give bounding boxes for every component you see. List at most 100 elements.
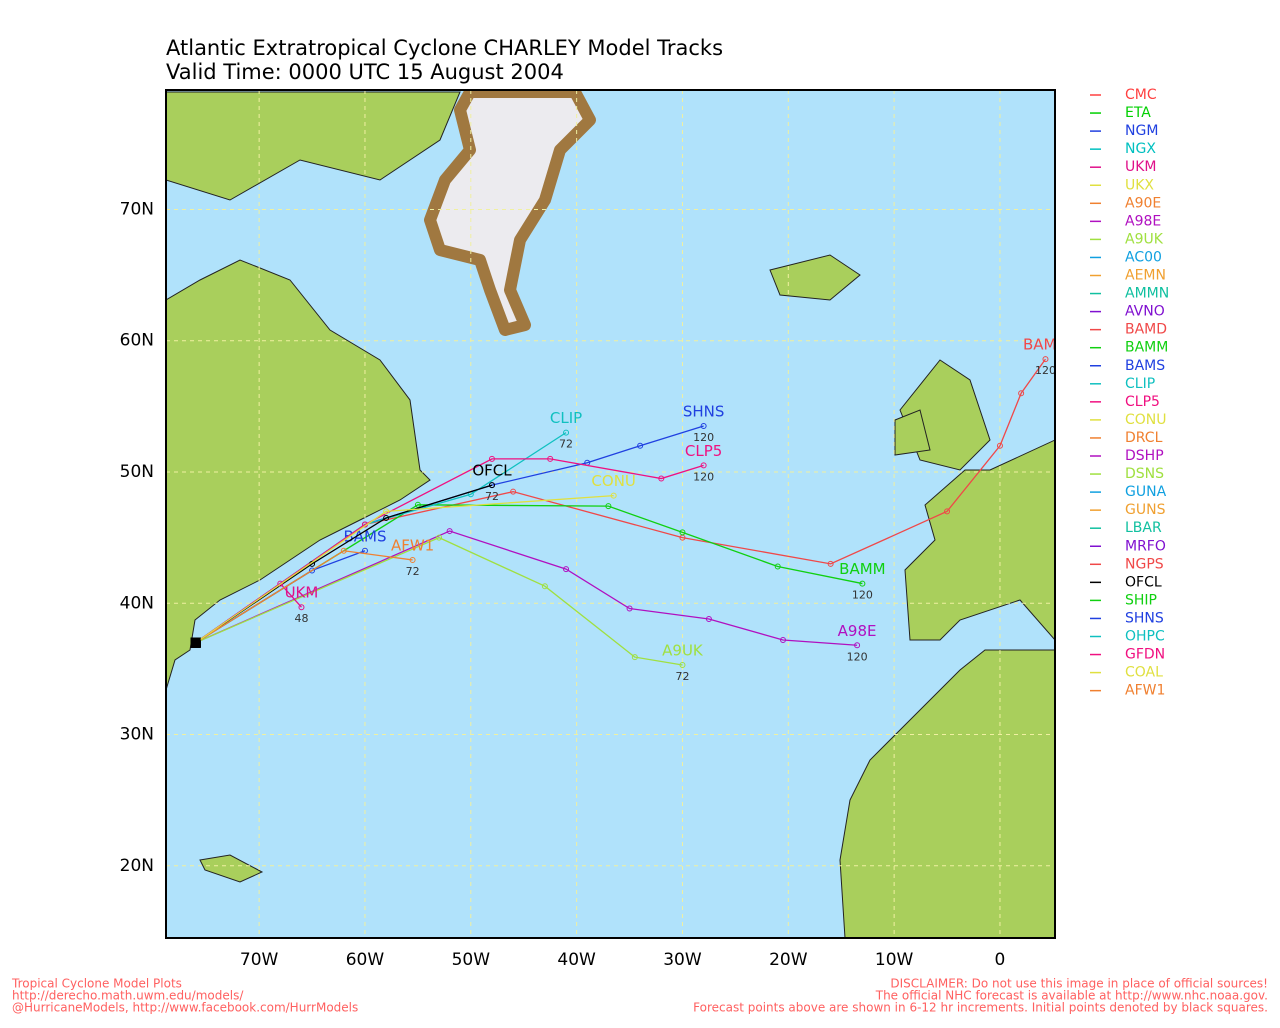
x-tick-label: 10W: [875, 950, 914, 970]
legend-label: A98E: [1125, 213, 1161, 229]
forecast-point: [610, 492, 617, 499]
legend-label: AMMN: [1125, 286, 1169, 302]
track-label: A9UK: [662, 641, 704, 659]
track-label: BAMM: [839, 560, 885, 578]
forecast-point: [409, 556, 416, 563]
tracks: BAMD120BAMM120BAMSA98E120A9UK72SHNS120CL…: [190, 336, 1055, 683]
forecast-point: [414, 501, 421, 508]
legend-label: BAMD: [1125, 322, 1167, 338]
forecast-point: [637, 442, 644, 449]
legend-label: NGM: [1125, 123, 1158, 139]
y-tick-label: 70N: [120, 199, 154, 219]
x-tick-label: 0: [995, 950, 1006, 970]
legend-label: SHIP: [1125, 592, 1157, 608]
forecast-point: [944, 508, 951, 515]
forecast-point: [277, 580, 284, 587]
legend-label: AEMN: [1125, 268, 1166, 284]
track: [195, 536, 683, 666]
forecast-point: [700, 462, 707, 469]
footer: Tropical Cyclone Model Plotshttp://derec…: [11, 977, 1268, 1015]
forecast-point: [605, 503, 612, 510]
track: [195, 550, 413, 644]
map-frame: [165, 89, 1056, 939]
y-tick-label: 30N: [120, 725, 154, 745]
track-label: AFW1: [391, 536, 434, 554]
legend-label: AVNO: [1125, 304, 1165, 320]
track: [195, 504, 863, 644]
forecast-point: [383, 514, 390, 521]
footer-right: The official NHC forecast is available a…: [875, 989, 1268, 1003]
legend-label: SHNS: [1125, 610, 1164, 626]
greenland: [424, 90, 596, 336]
forecast-point: [780, 637, 787, 644]
track-label: A98E: [838, 622, 877, 640]
hour-label: 72: [559, 438, 573, 451]
track: [195, 530, 858, 646]
legend-label: ETA: [1125, 105, 1151, 121]
legend-label: DSHP: [1125, 448, 1164, 464]
legend-label: BAMS: [1125, 358, 1165, 374]
forecast-point: [854, 642, 861, 649]
forecast-point: [996, 442, 1003, 449]
legend-label: CONU: [1125, 412, 1167, 428]
legend-label: DSNS: [1125, 466, 1164, 482]
track-label: OFCL: [472, 462, 512, 480]
track-label: CONU: [591, 472, 635, 490]
track-label: SHNS: [683, 403, 725, 421]
y-tick-label: 60N: [120, 331, 154, 351]
hour-label: 72: [406, 565, 420, 578]
legend-label: A90E: [1125, 195, 1161, 211]
legend: CMC ETA NGM NGX UKM UKX A90E A98E A9UK AC00 AEMN AM…: [1090, 87, 1169, 699]
forecast-point: [658, 475, 665, 482]
subtitle: Valid Time: 0000 UTC 15 August 2004: [166, 60, 564, 84]
footer-right: Forecast points above are shown in 6-12 …: [693, 1001, 1268, 1015]
forecast-point: [309, 567, 316, 574]
legend-label: CLIP: [1125, 376, 1155, 392]
x-tick-label: 60W: [346, 950, 385, 970]
forecast-point: [1042, 356, 1049, 363]
forecast-point: [488, 455, 495, 462]
x-tick-label: 40W: [557, 950, 596, 970]
legend-label: LBAR: [1125, 520, 1162, 536]
legend-label: A9UK: [1125, 231, 1164, 247]
legend-label: DRCL: [1125, 430, 1163, 446]
grid: [166, 90, 1055, 938]
forecast-point: [446, 528, 453, 535]
forecast-point: [679, 661, 686, 668]
legend-label: GFDN: [1125, 647, 1165, 663]
axes: 20N 30N 40N 50N 60N 70N 70W 60W 50W 40W 30W 20W 10W 0: [120, 199, 1006, 970]
legend-label: NGX: [1125, 141, 1156, 157]
legend-label: CLP5: [1125, 394, 1160, 410]
track: [195, 494, 614, 644]
forecast-point: [298, 604, 305, 611]
initial-point: [190, 637, 201, 648]
legend-label: AFW1: [1125, 683, 1165, 699]
forecast-point: [827, 560, 834, 567]
forecast-point: [563, 566, 570, 573]
footer-left: @HurricaneModels, http://www.facebook.co…: [12, 1001, 358, 1015]
legend-label: GUNA: [1125, 484, 1167, 500]
hour-label: 72: [485, 490, 499, 503]
hour-label: 120: [693, 470, 714, 483]
x-tick-label: 70W: [240, 950, 279, 970]
legend-label: UKM: [1125, 159, 1157, 175]
legend-label: GUNS: [1125, 502, 1166, 518]
footer-left: Tropical Cyclone Model Plots: [11, 977, 182, 991]
track: [195, 458, 704, 644]
forecast-point: [679, 529, 686, 536]
forecast-point: [631, 654, 638, 661]
forecast-point: [340, 547, 347, 554]
title: Atlantic Extratropical Cyclone CHARLEY M…: [166, 36, 723, 60]
legend-label: UKX: [1125, 177, 1154, 193]
legend-label: OFCL: [1125, 574, 1162, 590]
legend-label: CMC: [1125, 87, 1157, 103]
forecast-point: [488, 482, 495, 489]
y-tick-label: 20N: [120, 856, 154, 876]
hour-label: 120: [847, 650, 868, 663]
map: BAMD120BAMM120BAMSA98E120A9UK72SHNS120CL…: [166, 90, 1055, 938]
forecast-point: [626, 605, 633, 612]
x-tick-label: 50W: [452, 950, 491, 970]
track-label: CLIP: [550, 409, 582, 427]
forecast-point: [859, 580, 866, 587]
